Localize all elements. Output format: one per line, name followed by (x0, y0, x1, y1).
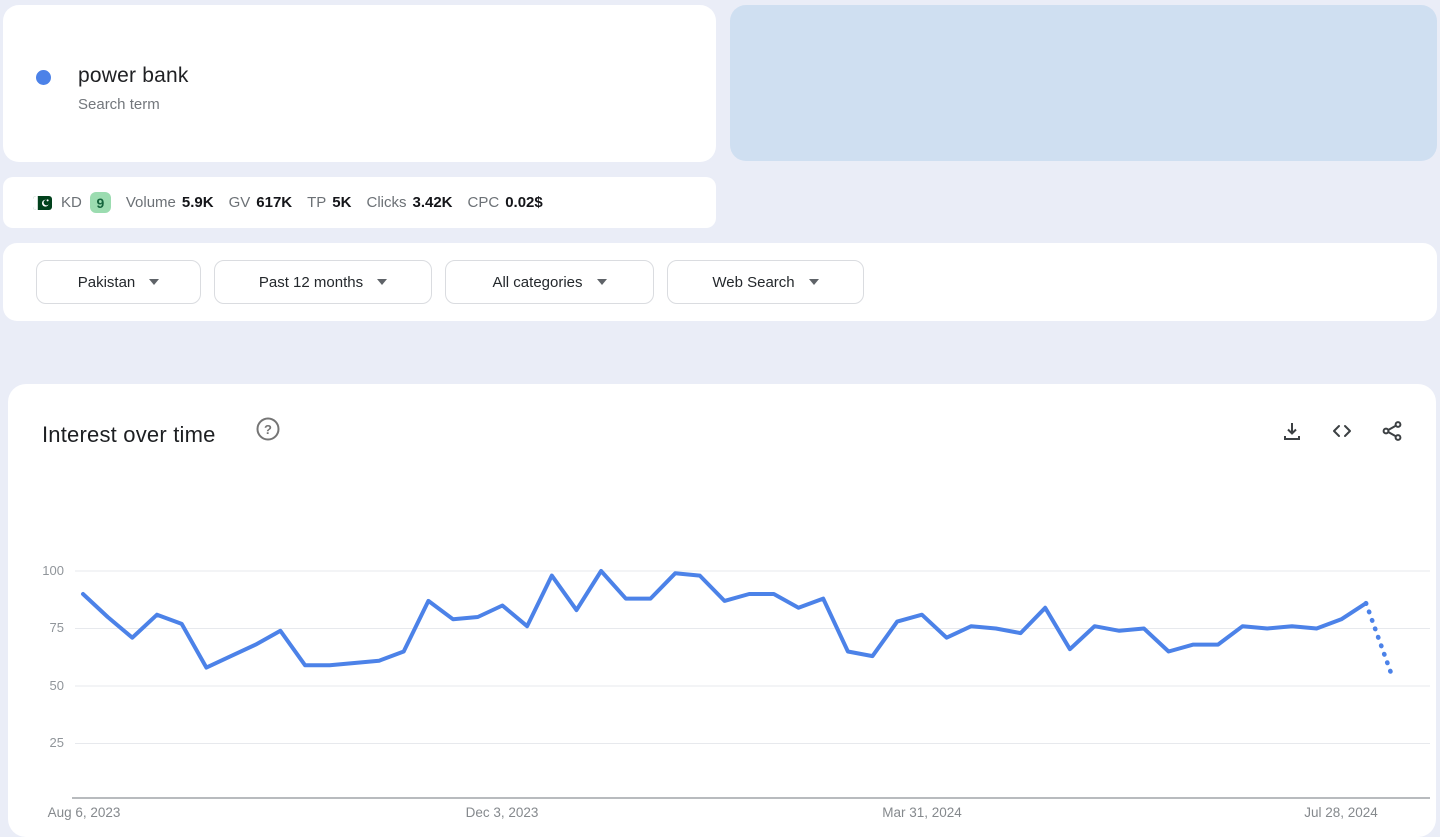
search-term-subtitle: Search term (78, 96, 160, 113)
filter-timerange-dropdown[interactable]: Past 12 months (214, 260, 432, 304)
y-axis-tick: 50 (49, 678, 64, 693)
search-term-card[interactable]: power bank Search term (3, 5, 716, 162)
trend-line-chart[interactable] (0, 552, 1440, 837)
embed-icon[interactable] (1330, 419, 1354, 443)
chevron-down-icon (596, 279, 607, 285)
search-term-title: power bank (78, 64, 189, 87)
series-color-dot (36, 70, 51, 85)
filter-category-dropdown[interactable]: All categories (445, 260, 654, 304)
metric-clicks: Clicks 3.42K (366, 194, 453, 211)
chart-title: Interest over time (42, 422, 216, 447)
y-axis-tick: 100 (42, 563, 64, 578)
y-axis-tick: 75 (49, 620, 64, 635)
x-axis-tick: Aug 6, 2023 (47, 805, 121, 820)
chevron-down-icon (808, 279, 819, 285)
filter-searchtype-dropdown[interactable]: Web Search (667, 260, 864, 304)
y-axis-tick: 25 (49, 735, 64, 750)
share-icon[interactable] (1380, 419, 1404, 443)
metric-tp: TP 5K (307, 194, 352, 211)
compare-button[interactable]: + Compare (730, 5, 1437, 161)
x-axis-tick: Mar 31, 2024 (882, 805, 962, 820)
svg-text:?: ? (264, 422, 272, 437)
x-axis-tick: Jul 28, 2024 (1304, 805, 1378, 820)
download-icon[interactable] (1280, 419, 1304, 443)
chart-actions (1280, 419, 1404, 443)
chevron-down-icon (377, 279, 388, 285)
kd-label: KD (61, 194, 82, 211)
kd-score-badge: 9 (89, 192, 111, 213)
filter-region-dropdown[interactable]: Pakistan (36, 260, 201, 304)
metric-gv: GV 617K (228, 194, 293, 211)
metric-cpc: CPC 0.02$ (467, 194, 543, 211)
x-axis-tick: Dec 3, 2023 (465, 805, 539, 820)
filters-bar: Pakistan Past 12 months All categories W… (3, 243, 1437, 321)
interest-over-time-card: Interest over time ? (8, 384, 1436, 837)
metric-volume: Volume 5.9K (125, 194, 214, 211)
keyword-stats-bar: KD 9 Volume 5.9K GV 617K TP 5K Clicks 3.… (3, 177, 716, 228)
chevron-down-icon (149, 279, 160, 285)
pakistan-flag-icon (33, 195, 52, 210)
help-icon[interactable]: ? (255, 416, 281, 442)
